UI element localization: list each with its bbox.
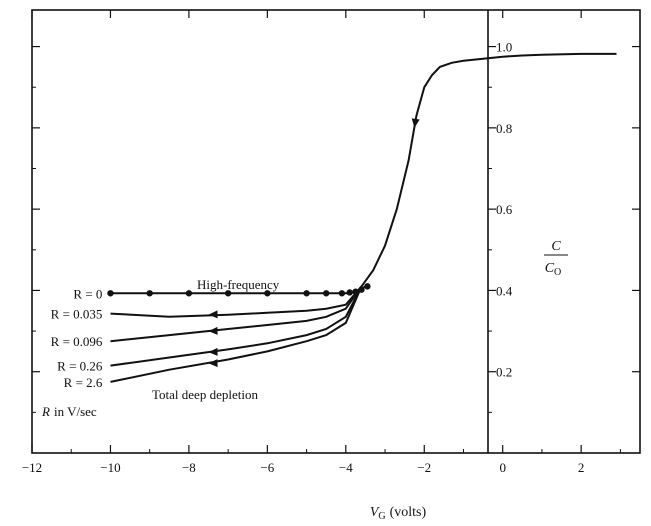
- annotation-high-frequency: High-frequency: [197, 277, 280, 292]
- plot-border: [31, 9, 641, 454]
- series-label-0: R = 0: [73, 286, 102, 301]
- data-point: [338, 290, 346, 297]
- xlabel: VG (volts): [370, 505, 427, 522]
- x-tick-label: 0: [499, 460, 506, 475]
- plot-frame: [31, 9, 641, 454]
- main-cv-curve: [360, 52, 617, 287]
- annotation-total-deep-depletion: Total deep depletion: [152, 387, 258, 402]
- x-tick-label: −2: [417, 460, 431, 475]
- y-tick-label: 0.4: [496, 283, 513, 298]
- series-line-2: [110, 285, 363, 343]
- series-arrow-2: [208, 326, 218, 335]
- series-line-3: [110, 285, 363, 367]
- data-point: [352, 288, 359, 295]
- series-line-1: [110, 285, 363, 318]
- series-label-3: R = 0.26: [57, 359, 103, 374]
- series-label-4: R = 2.6: [64, 375, 103, 390]
- data-point: [364, 283, 371, 290]
- y-tick-label: 0.6: [496, 202, 513, 217]
- data-point: [358, 286, 365, 293]
- series-label-1: R = 0.035: [51, 307, 103, 322]
- data-point: [107, 290, 114, 297]
- series-label-2: R = 0.096: [51, 334, 103, 349]
- x-tick-label: −4: [339, 460, 353, 475]
- x-tick-label: −8: [182, 460, 196, 475]
- y-tick-label: 0.8: [496, 121, 512, 136]
- series-arrow-3: [208, 347, 218, 356]
- x-tick-label: −6: [260, 460, 274, 475]
- x-tick-label: −10: [100, 460, 120, 475]
- labels: R = 0 R = 0.035 R = 0.096 R = 0.26R = 2.6: [51, 286, 103, 390]
- data-point: [303, 290, 310, 297]
- x-tick-label: 2: [578, 460, 585, 475]
- series-arrow-1: [208, 310, 218, 319]
- axis-ticks: −12 −10 −8 −6 −4 −2 0 2 0.2 0.4 0.6 0.8 1.0: [22, 10, 640, 475]
- series-line-4: [110, 286, 363, 383]
- ylabel-numerator: C: [551, 239, 561, 254]
- ylabel-denominator: CO: [545, 261, 562, 278]
- data-point: [264, 290, 271, 297]
- curves: [107, 52, 617, 383]
- data-point: [322, 290, 330, 297]
- y-tick-label: 0.2: [496, 365, 512, 380]
- data-point: [146, 290, 153, 297]
- x-tick-label: −12: [22, 460, 42, 475]
- y-tick-label: 1.0: [496, 40, 512, 55]
- main-curve-arrow: [411, 118, 420, 128]
- data-point: [346, 289, 353, 296]
- data-point: [224, 290, 232, 297]
- data-point: [185, 290, 193, 297]
- series-arrow-4: [208, 359, 218, 368]
